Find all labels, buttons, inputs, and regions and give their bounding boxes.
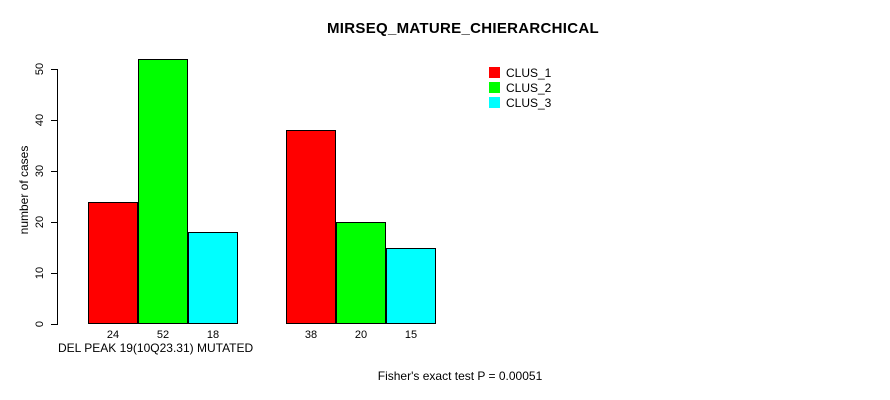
- y-tick-label: 0: [34, 320, 46, 328]
- y-tick: [51, 273, 57, 274]
- bar-clus_1-group-1: [88, 201, 138, 324]
- y-tick: [51, 222, 57, 223]
- legend-label: CLUS_3: [506, 95, 552, 110]
- bar-clus_2-group-2: [336, 222, 386, 324]
- y-tick: [51, 171, 57, 172]
- y-tick-label: 40: [34, 113, 46, 127]
- bar-value-label: 15: [404, 329, 418, 341]
- chart-title: MIRSEQ_MATURE_CHIERARCHICAL: [327, 20, 599, 37]
- stat-annotation: Fisher's exact test P = 0.00051: [377, 369, 543, 383]
- legend-item: CLUS_1: [489, 65, 551, 80]
- bar-value-label: 18: [206, 329, 220, 341]
- bar-clus_3-group-1: [188, 232, 238, 324]
- y-tick-label: 30: [34, 164, 46, 178]
- legend-swatch: [489, 82, 500, 93]
- y-axis-title: number of cases: [17, 145, 31, 235]
- y-tick: [51, 120, 57, 121]
- bar-value-label: 20: [354, 329, 368, 341]
- y-tick-label: 10: [34, 266, 46, 280]
- legend-label: CLUS_1: [506, 65, 552, 80]
- y-tick: [51, 69, 57, 70]
- bar-clus_2-group-1: [138, 58, 188, 324]
- bar-value-label: 52: [156, 329, 170, 341]
- bar-clus_3-group-2: [386, 247, 436, 324]
- legend-swatch: [489, 97, 500, 108]
- x-axis-group-label: DEL PEAK 19(10Q23.31) MUTATED: [58, 341, 254, 355]
- y-tick-label: 50: [34, 62, 46, 76]
- legend-item: CLUS_2: [489, 80, 551, 95]
- y-tick-label: 20: [34, 215, 46, 229]
- y-tick: [51, 324, 57, 325]
- bar-value-label: 24: [106, 329, 120, 341]
- legend-label: CLUS_2: [506, 80, 552, 95]
- legend-swatch: [489, 67, 500, 78]
- legend: CLUS_1 CLUS_2 CLUS_3: [489, 65, 551, 110]
- bar-clus_1-group-2: [286, 130, 336, 324]
- bar-value-label: 38: [304, 329, 318, 341]
- y-axis-line: [57, 69, 58, 325]
- legend-item: CLUS_3: [489, 95, 551, 110]
